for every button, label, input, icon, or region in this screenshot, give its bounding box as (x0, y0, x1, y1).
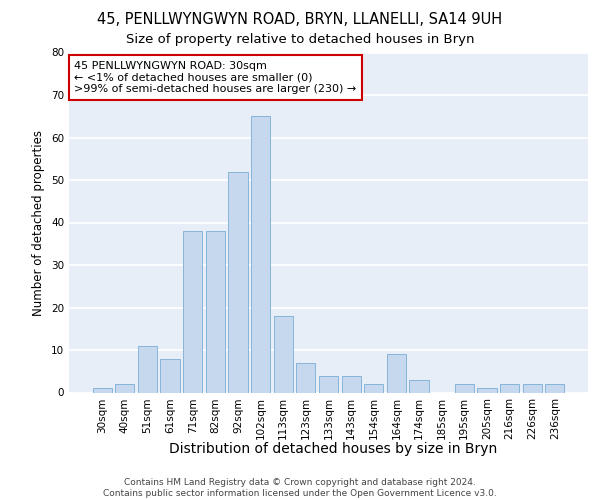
Bar (455, 384, 474, 392)
Bar (319, 376, 338, 392)
Bar (500, 384, 519, 392)
Bar (364, 384, 383, 392)
Bar (138, 346, 157, 393)
Text: Size of property relative to detached houses in Bryn: Size of property relative to detached ho… (126, 32, 474, 46)
Text: 45, PENLLWYNGWYN ROAD, BRYN, LLANELLI, SA14 9UH: 45, PENLLWYNGWYN ROAD, BRYN, LLANELLI, S… (97, 12, 503, 28)
Bar (545, 384, 565, 392)
Bar (409, 380, 428, 392)
Text: Distribution of detached houses by size in Bryn: Distribution of detached houses by size … (169, 442, 497, 456)
Bar (92, 388, 112, 392)
Bar (206, 231, 225, 392)
Bar (274, 316, 293, 392)
Text: Contains HM Land Registry data © Crown copyright and database right 2024.
Contai: Contains HM Land Registry data © Crown c… (103, 478, 497, 498)
Bar (387, 354, 406, 393)
Bar (183, 231, 202, 392)
Bar (115, 384, 134, 392)
Bar (160, 358, 180, 392)
Bar (477, 388, 497, 392)
Bar (296, 363, 316, 392)
Bar (523, 384, 542, 392)
Bar (341, 376, 361, 392)
Y-axis label: Number of detached properties: Number of detached properties (32, 130, 46, 316)
Bar (229, 172, 248, 392)
Bar (251, 116, 270, 392)
Text: 45 PENLLWYNGWYN ROAD: 30sqm
← <1% of detached houses are smaller (0)
>99% of sem: 45 PENLLWYNGWYN ROAD: 30sqm ← <1% of det… (74, 61, 356, 94)
